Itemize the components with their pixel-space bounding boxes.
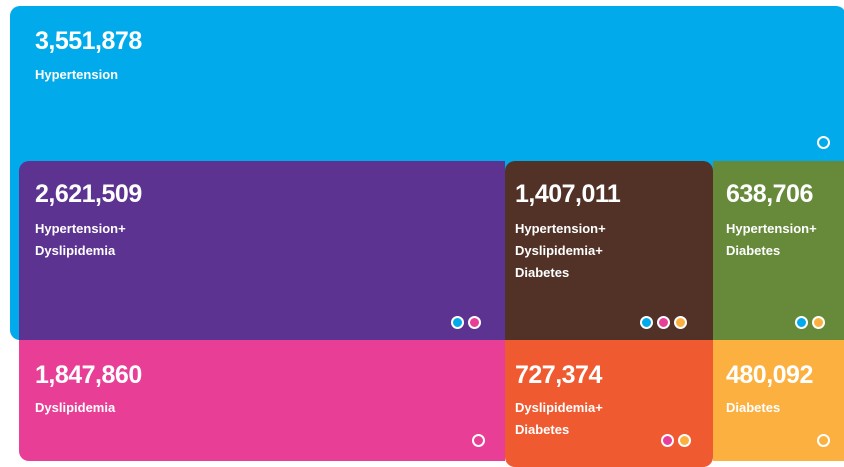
- tile-dots: [795, 316, 825, 329]
- label-line: Dyslipidemia: [35, 243, 116, 258]
- dot: [657, 316, 670, 329]
- tile-dots: [472, 434, 485, 447]
- tile-dots: [661, 434, 691, 447]
- tile-dots: [817, 136, 830, 149]
- label-line: Dyslipidemia: [35, 400, 116, 415]
- tile-count: 3,551,878: [35, 27, 142, 55]
- tile-label: Hypertension+ Diabetes: [726, 218, 817, 262]
- dot: [472, 434, 485, 447]
- tile-dots: [640, 316, 687, 329]
- label-line: Diabetes: [726, 400, 781, 415]
- tile-count: 480,092: [726, 361, 813, 389]
- label-line: Dyslipidemia+: [515, 243, 603, 258]
- dot: [678, 434, 691, 447]
- label-line: Dyslipidemia+: [515, 400, 603, 415]
- tile-count: 1,847,860: [35, 361, 142, 389]
- tile-label: Hypertension+ Dyslipidemia+ Diabetes: [515, 218, 606, 284]
- tile-hypertension-dyslipidemia-diabetes: 1,407,011 Hypertension+ Dyslipidemia+ Diab…: [505, 161, 713, 340]
- tile-label: Hypertension+ Dyslipidemia: [35, 218, 126, 262]
- tile-label: Hypertension: [35, 64, 118, 86]
- tile-diabetes: 480,092 Diabetes: [713, 340, 844, 461]
- dot: [817, 434, 830, 447]
- label-line: Diabetes: [515, 422, 570, 437]
- dot: [661, 434, 674, 447]
- label-line: Hypertension+: [35, 221, 126, 236]
- tile-hypertension-diabetes: 638,706 Hypertension+ Diabetes: [713, 161, 844, 340]
- tile-hypertension-dyslipidemia: 2,621,509 Hypertension+ Dyslipidemia: [19, 161, 505, 340]
- tile-dyslipidemia-diabetes: 727,374 Dyslipidemia+ Diabetes: [505, 340, 713, 467]
- tile-count: 2,621,509: [35, 180, 142, 208]
- label-line: Diabetes: [515, 265, 570, 280]
- dot: [817, 136, 830, 149]
- label-line: Hypertension+: [515, 221, 606, 236]
- tile-count: 1,407,011: [515, 180, 621, 208]
- tile-dots: [451, 316, 481, 329]
- dot: [795, 316, 808, 329]
- tile-count: 727,374: [515, 361, 602, 389]
- dot: [451, 316, 464, 329]
- label-line: Hypertension+: [726, 221, 817, 236]
- tile-count: 638,706: [726, 180, 813, 208]
- label-line: Diabetes: [726, 243, 781, 258]
- dot: [812, 316, 825, 329]
- tile-label: Diabetes: [726, 397, 780, 419]
- tile-label: Dyslipidemia+ Diabetes: [515, 397, 603, 441]
- tile-label: Dyslipidemia: [35, 397, 115, 419]
- dot: [674, 316, 687, 329]
- label-line: Hypertension: [35, 67, 119, 82]
- dot: [468, 316, 481, 329]
- tile-dots: [817, 434, 830, 447]
- tile-dyslipidemia: 1,847,860 Dyslipidemia: [19, 340, 505, 461]
- dot: [640, 316, 653, 329]
